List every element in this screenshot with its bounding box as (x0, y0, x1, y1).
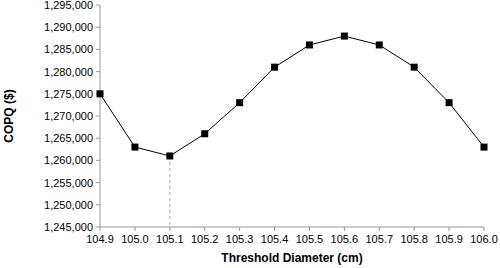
data-point (306, 41, 313, 48)
x-tick-label: 104.9 (86, 233, 114, 245)
x-axis-title: Threshold Diameter (cm) (221, 251, 362, 265)
y-axis-title: COPQ ($) (2, 89, 16, 142)
y-tick (96, 27, 100, 28)
y-tick (96, 5, 100, 6)
y-tick (96, 138, 100, 139)
x-tick (274, 227, 275, 231)
data-line (100, 36, 484, 156)
data-point (446, 99, 453, 106)
x-tick-label: 106.0 (470, 233, 498, 245)
x-tick (344, 227, 345, 231)
data-point (271, 64, 278, 71)
y-tick-label: 1,285,000 (44, 43, 93, 55)
data-point (201, 130, 208, 137)
x-tick-label: 105.9 (435, 233, 463, 245)
data-point (411, 64, 418, 71)
x-tick (309, 227, 310, 231)
x-tick (484, 227, 485, 231)
x-tick (239, 227, 240, 231)
x-tick (134, 227, 135, 231)
y-tick-label: 1,255,000 (44, 177, 93, 189)
x-tick-label: 105.8 (400, 233, 428, 245)
y-tick-label: 1,265,000 (44, 132, 93, 144)
x-tick (414, 227, 415, 231)
y-tick (96, 49, 100, 50)
data-point (376, 41, 383, 48)
y-tick-label: 1,270,000 (44, 110, 93, 122)
data-point (131, 144, 138, 151)
x-tick-label: 105.6 (331, 233, 359, 245)
x-axis-line (100, 227, 484, 228)
x-tick (449, 227, 450, 231)
x-tick-label: 105.2 (191, 233, 219, 245)
data-point (97, 90, 104, 97)
x-tick-label: 105.0 (121, 233, 149, 245)
y-tick (96, 204, 100, 205)
x-tick (379, 227, 380, 231)
y-tick-label: 1,260,000 (44, 154, 93, 166)
y-tick (96, 227, 100, 228)
x-tick-label: 105.4 (261, 233, 289, 245)
x-tick (100, 227, 101, 231)
plot-area (97, 33, 488, 227)
chart-container: 1,245,000 1,250,000 1,255,000 1,260,000 1,26… (0, 0, 500, 268)
data-point (341, 33, 348, 40)
data-point (481, 144, 488, 151)
x-tick-label: 105.5 (296, 233, 324, 245)
chart-svg: 1,245,000 1,250,000 1,255,000 1,260,000 1,26… (0, 0, 500, 268)
minimum-drop-line (169, 156, 170, 227)
y-tick-label: 1,245,000 (44, 221, 93, 233)
y-tick-label: 1,275,000 (44, 88, 93, 100)
x-tick-label: 105.1 (156, 233, 184, 245)
x-tick (169, 227, 170, 231)
y-tick (96, 182, 100, 183)
x-tick-label: 105.7 (366, 233, 394, 245)
data-point (166, 152, 173, 159)
x-tick-label: 105.3 (226, 233, 254, 245)
y-tick (96, 160, 100, 161)
y-tick-label: 1,280,000 (44, 66, 93, 78)
y-tick (96, 71, 100, 72)
y-tick-label: 1,295,000 (44, 0, 93, 11)
y-tick-label: 1,250,000 (44, 199, 93, 211)
y-tick (96, 116, 100, 117)
x-tick (204, 227, 205, 231)
y-tick-label: 1,290,000 (44, 21, 93, 33)
data-point (236, 99, 243, 106)
